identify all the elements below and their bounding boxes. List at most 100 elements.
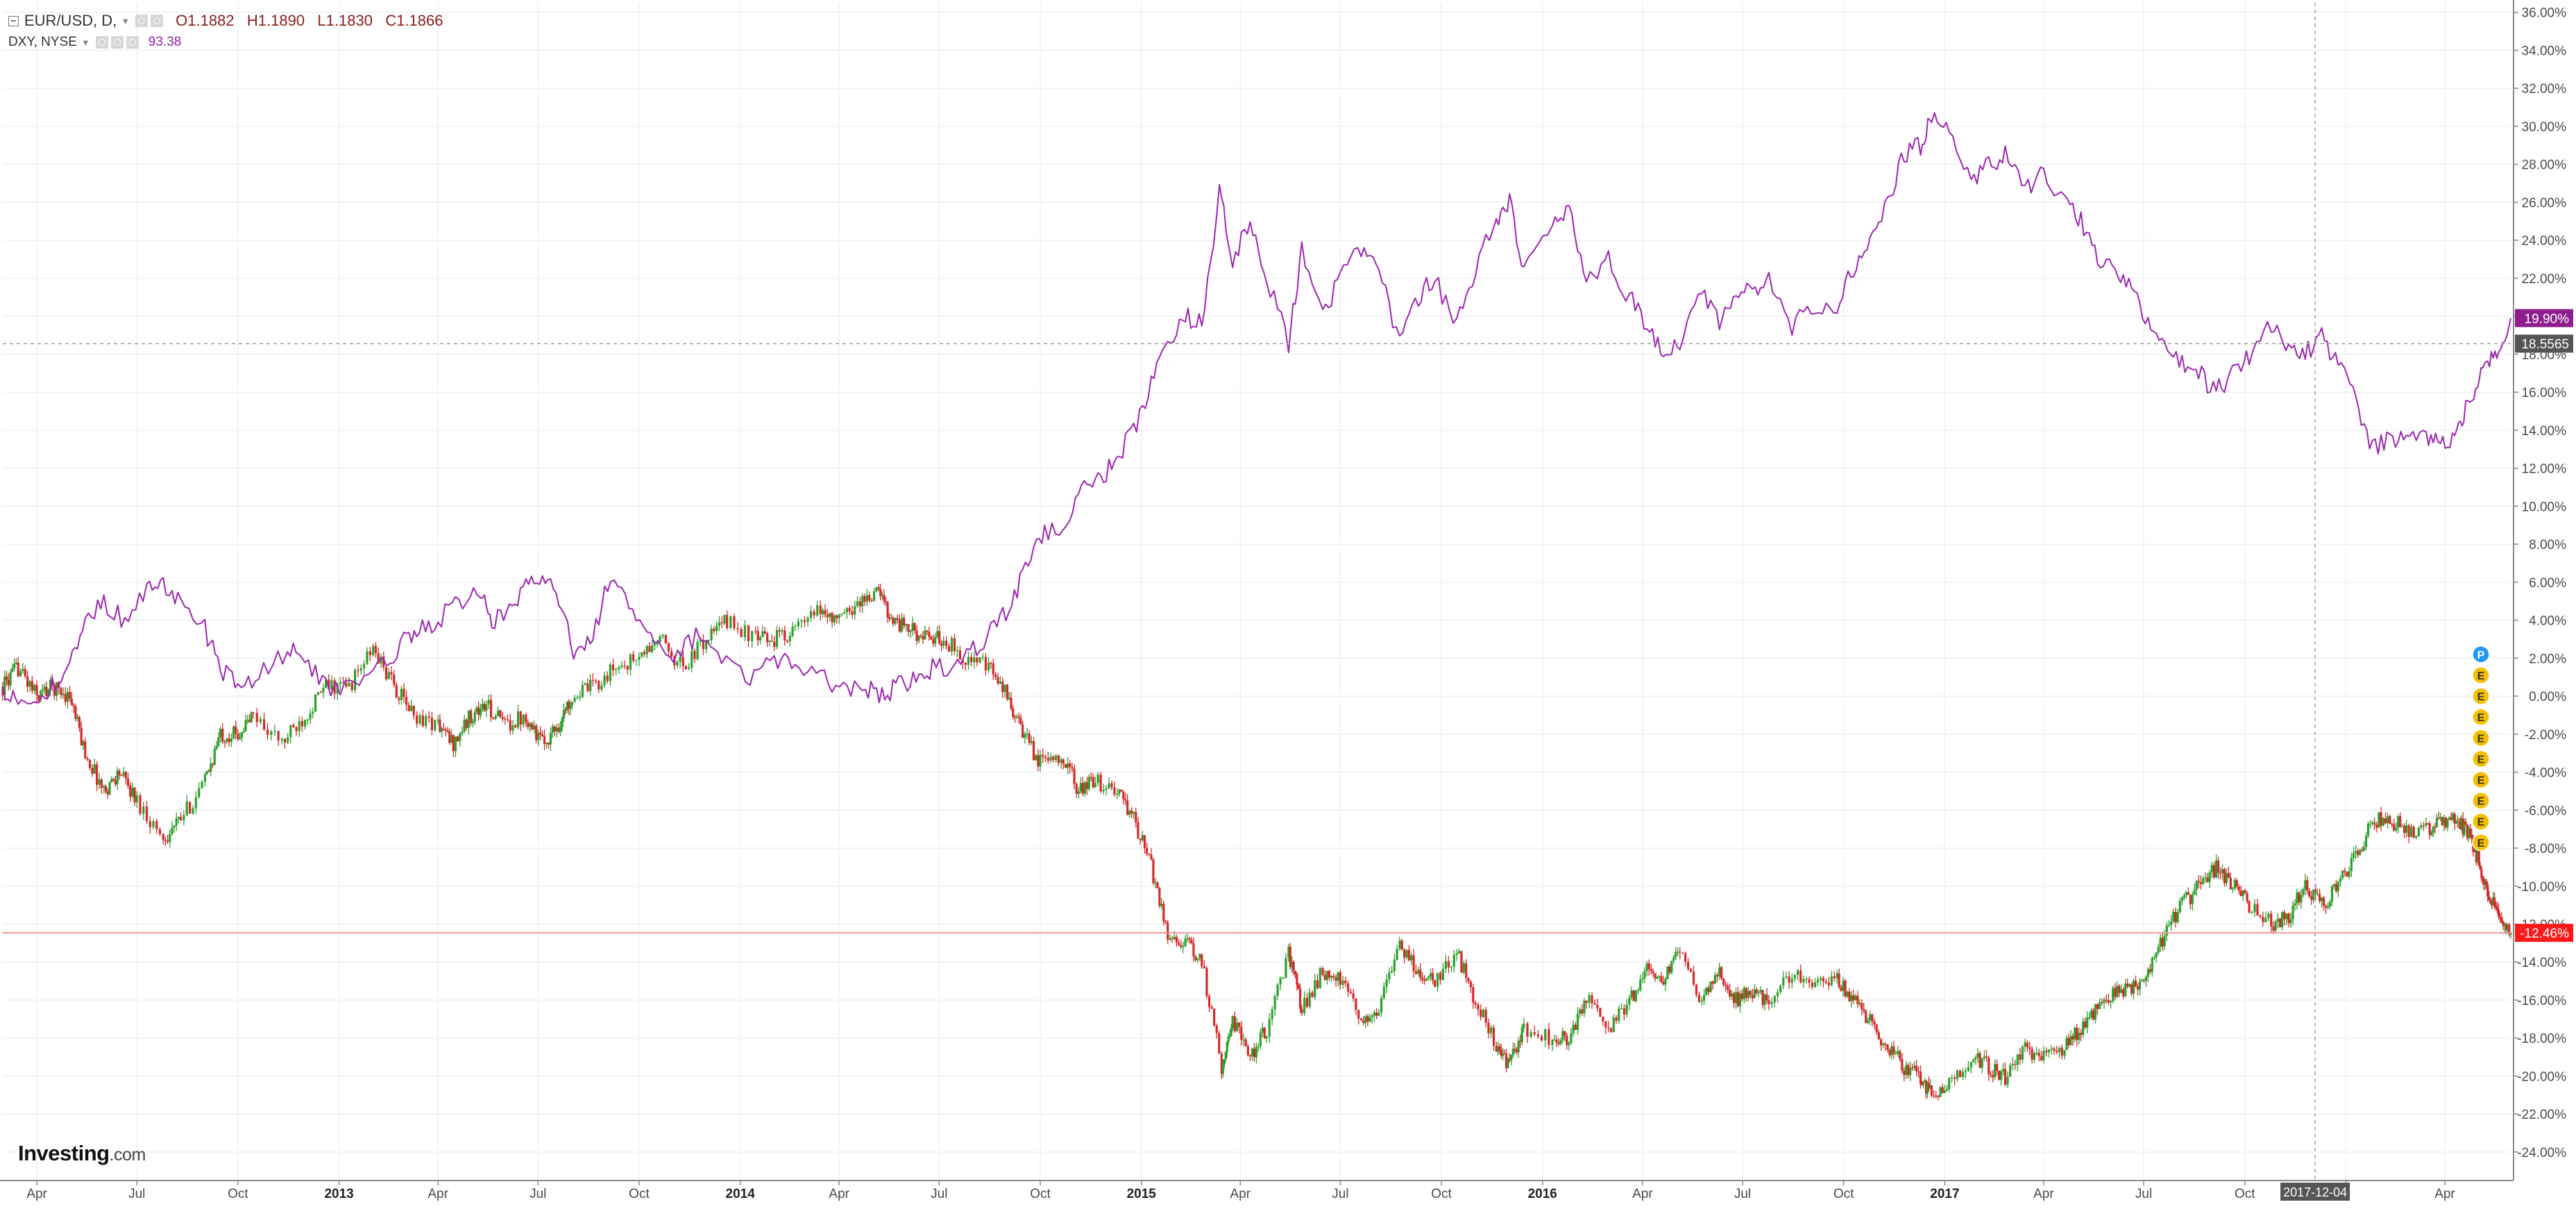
event-marker-e[interactable]: E bbox=[2472, 750, 2490, 768]
candle bbox=[924, 625, 926, 640]
candle bbox=[710, 625, 713, 645]
event-marker-e[interactable]: E bbox=[2472, 834, 2490, 852]
event-marker-e[interactable]: E bbox=[2472, 812, 2490, 831]
candle bbox=[900, 613, 904, 634]
candle bbox=[932, 634, 935, 648]
x-tick-label: Apr bbox=[2033, 1187, 2054, 1201]
candle bbox=[1137, 817, 1139, 839]
candle bbox=[723, 614, 726, 625]
event-marker-e[interactable]: E bbox=[2472, 666, 2490, 684]
compare-symbol-label[interactable]: DXY, NYSE bbox=[8, 35, 77, 49]
eye-icon[interactable] bbox=[135, 15, 149, 27]
candle bbox=[295, 725, 298, 736]
candle bbox=[584, 682, 586, 686]
settings-icon[interactable] bbox=[110, 36, 124, 49]
candle bbox=[2488, 890, 2491, 902]
candle bbox=[2235, 878, 2238, 890]
high-label: H bbox=[246, 12, 258, 29]
candle bbox=[1892, 1040, 1895, 1059]
candle bbox=[129, 782, 132, 802]
event-marker-e[interactable]: E bbox=[2472, 770, 2490, 789]
candle bbox=[457, 736, 459, 742]
close-icon[interactable] bbox=[126, 36, 139, 49]
y-tick-label: 30.00% bbox=[2522, 120, 2567, 135]
event-marker-e[interactable]: E bbox=[2472, 791, 2490, 810]
event-marker-e[interactable]: E bbox=[2472, 687, 2490, 705]
candle bbox=[5, 670, 8, 686]
candle bbox=[2464, 818, 2467, 825]
candle bbox=[2223, 868, 2226, 887]
candle bbox=[266, 722, 269, 740]
candle bbox=[1602, 1016, 1604, 1026]
candle bbox=[2294, 899, 2296, 911]
eye-icon[interactable] bbox=[95, 36, 108, 49]
candle bbox=[1668, 963, 1671, 975]
candle bbox=[1566, 1033, 1568, 1050]
price-badge: 18.5565 bbox=[2515, 335, 2573, 353]
candle bbox=[1223, 1059, 1226, 1069]
legend-main-row: EUR/USD, D, ▼ O1.1882 H1.1890 L1.1830 C1… bbox=[8, 10, 443, 32]
candle bbox=[1490, 1024, 1493, 1038]
candle bbox=[1988, 1055, 1990, 1081]
candle bbox=[1407, 945, 1410, 962]
svg-text:2017-12-04: 2017-12-04 bbox=[2283, 1185, 2347, 1199]
candle bbox=[813, 609, 815, 620]
candle bbox=[78, 716, 81, 732]
candle bbox=[848, 605, 851, 616]
candle bbox=[511, 720, 514, 735]
candle bbox=[1184, 934, 1187, 947]
y-tick-label: 10.00% bbox=[2522, 500, 2567, 514]
event-marker-p[interactable]: P bbox=[2472, 645, 2490, 663]
candle bbox=[2206, 872, 2209, 883]
candle bbox=[1487, 1018, 1490, 1038]
candle bbox=[120, 774, 123, 777]
candle bbox=[1943, 1085, 1946, 1094]
candle bbox=[1087, 774, 1090, 791]
candle bbox=[1419, 963, 1422, 982]
candle bbox=[1745, 986, 1747, 1002]
candle bbox=[450, 729, 453, 744]
candle bbox=[1632, 990, 1635, 1001]
candle bbox=[797, 618, 799, 630]
main-symbol-label[interactable]: EUR/USD, D, bbox=[24, 12, 117, 29]
candle bbox=[2227, 866, 2230, 879]
candle bbox=[2118, 983, 2121, 997]
candle bbox=[213, 745, 216, 766]
candle bbox=[1279, 976, 1282, 990]
candle bbox=[2489, 897, 2492, 904]
candle bbox=[2444, 816, 2447, 829]
candle bbox=[2308, 888, 2311, 898]
candle bbox=[303, 719, 307, 730]
settings-icon[interactable] bbox=[151, 15, 164, 27]
candle bbox=[155, 818, 158, 834]
candle bbox=[1848, 988, 1851, 1002]
candle bbox=[158, 827, 162, 836]
chevron-down-icon[interactable]: ▼ bbox=[121, 15, 130, 26]
event-marker-e[interactable]: E bbox=[2472, 708, 2490, 726]
candle bbox=[2362, 841, 2366, 852]
chevron-down-icon[interactable]: ▼ bbox=[80, 37, 90, 48]
candle bbox=[543, 729, 546, 750]
candle bbox=[2144, 975, 2148, 987]
candle bbox=[1167, 920, 1169, 945]
candle bbox=[2197, 874, 2200, 889]
candle bbox=[1128, 810, 1131, 818]
candle bbox=[702, 634, 705, 655]
candle bbox=[676, 659, 679, 669]
candle bbox=[312, 707, 314, 719]
candle bbox=[1154, 877, 1157, 888]
candle bbox=[872, 588, 876, 602]
candle bbox=[522, 714, 525, 728]
event-marker-e[interactable]: E bbox=[2472, 729, 2490, 747]
candle bbox=[1553, 1034, 1556, 1041]
candle bbox=[690, 645, 693, 673]
candle bbox=[2326, 902, 2330, 910]
candle bbox=[553, 725, 557, 736]
legend-collapse-icon[interactable] bbox=[8, 15, 19, 26]
candle bbox=[122, 767, 125, 778]
candle bbox=[359, 664, 362, 675]
candle bbox=[1846, 990, 1849, 999]
candle bbox=[2507, 923, 2509, 934]
